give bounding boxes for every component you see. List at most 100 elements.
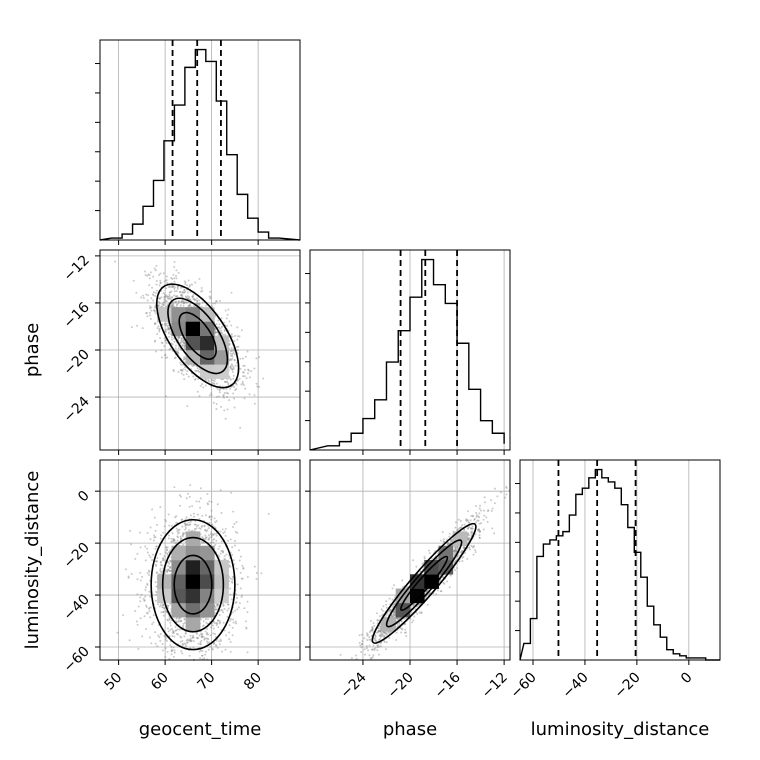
sample-point xyxy=(229,387,232,390)
sample-point xyxy=(227,383,230,386)
sample-point xyxy=(248,393,251,396)
sample-point xyxy=(222,396,225,399)
sample-point xyxy=(159,639,162,642)
sample-point xyxy=(187,304,190,307)
sample-point xyxy=(181,369,184,372)
sample-point xyxy=(183,344,186,347)
sample-point xyxy=(186,405,189,408)
sample-point xyxy=(236,583,239,586)
sample-point xyxy=(159,297,162,300)
sample-point xyxy=(154,305,157,308)
sample-point xyxy=(148,610,151,613)
sample-point xyxy=(241,382,244,385)
sample-point xyxy=(194,281,197,284)
sample-point xyxy=(154,529,157,532)
sample-point xyxy=(218,323,221,326)
sample-point xyxy=(219,327,222,330)
sample-point xyxy=(234,609,237,612)
sample-point xyxy=(175,290,178,293)
sample-point xyxy=(228,339,231,342)
sample-point xyxy=(236,349,239,352)
sample-point xyxy=(230,324,233,327)
sample-point xyxy=(154,350,157,353)
sample-point xyxy=(200,286,203,289)
sample-point xyxy=(196,513,199,516)
sample-point xyxy=(192,512,195,515)
sample-point xyxy=(221,528,224,531)
sample-point xyxy=(188,285,191,288)
sample-point xyxy=(239,555,242,558)
sample-point xyxy=(179,341,182,344)
sample-point xyxy=(228,320,231,323)
sample-point xyxy=(228,358,231,361)
sample-point xyxy=(208,500,211,503)
sample-point xyxy=(218,299,221,302)
sample-point xyxy=(172,368,175,371)
sample-point xyxy=(232,377,235,380)
sample-point xyxy=(152,291,155,294)
sample-point xyxy=(244,355,247,358)
sample-point xyxy=(219,331,222,334)
sample-point xyxy=(166,356,169,359)
sample-point xyxy=(179,361,182,364)
sample-point xyxy=(262,377,265,380)
sample-point xyxy=(173,357,176,360)
sample-point xyxy=(154,292,157,295)
sample-point xyxy=(165,341,168,344)
sample-point xyxy=(224,528,227,531)
sample-point xyxy=(175,277,178,280)
sample-point xyxy=(198,395,201,398)
sample-point xyxy=(182,373,185,376)
sample-point xyxy=(240,596,243,599)
sample-point xyxy=(211,381,214,384)
sample-point xyxy=(160,534,163,537)
sample-point xyxy=(186,492,189,495)
sample-point xyxy=(203,657,206,660)
sample-point xyxy=(183,302,186,305)
sample-point xyxy=(229,365,232,368)
sample-point xyxy=(183,345,186,348)
sample-point xyxy=(358,634,361,637)
sample-point xyxy=(232,392,235,395)
sample-point xyxy=(210,518,213,521)
sample-point xyxy=(225,392,228,395)
sample-point xyxy=(146,612,149,615)
sample-point xyxy=(149,317,152,320)
sample-point xyxy=(136,623,139,626)
sample-point xyxy=(185,296,188,299)
sample-point xyxy=(166,650,169,653)
sample-point xyxy=(167,327,170,330)
sample-point xyxy=(243,364,246,367)
sample-point xyxy=(214,302,217,305)
sample-point xyxy=(221,650,224,653)
sample-point xyxy=(152,309,155,312)
sample-point xyxy=(241,357,244,360)
sample-point xyxy=(154,322,157,325)
sample-point xyxy=(129,529,132,532)
sample-point xyxy=(148,573,151,576)
sample-point xyxy=(164,356,167,359)
sample-point xyxy=(151,623,154,626)
sample-point xyxy=(183,280,186,283)
sample-point xyxy=(233,339,236,342)
sample-point xyxy=(149,595,152,598)
sample-point xyxy=(165,639,168,642)
sample-point xyxy=(139,617,142,620)
sample-point xyxy=(150,309,153,312)
sample-point xyxy=(232,510,235,513)
sample-point xyxy=(127,575,130,578)
sample-point xyxy=(198,277,201,280)
sample-point xyxy=(245,627,248,630)
sample-point xyxy=(122,614,125,617)
sample-point xyxy=(246,350,249,353)
sample-point xyxy=(198,650,201,653)
sample-point xyxy=(206,502,209,505)
sample-point xyxy=(201,514,204,517)
sample-point xyxy=(188,505,191,508)
sample-point xyxy=(167,513,170,516)
sample-point xyxy=(151,286,154,289)
sample-point xyxy=(219,489,222,492)
sample-point xyxy=(146,551,149,554)
sample-point xyxy=(154,322,157,325)
sample-point xyxy=(148,311,151,314)
